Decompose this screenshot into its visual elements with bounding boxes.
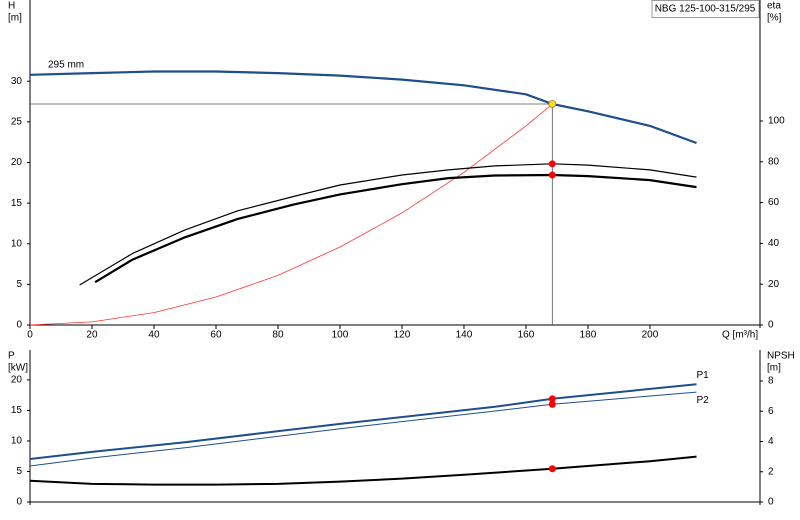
y2-tick-label: 0: [768, 497, 774, 508]
series-line: [29, 103, 553, 326]
x-tick-label: 120: [394, 330, 411, 341]
y2-tick-label: 80: [768, 156, 780, 167]
y2-tick-label: 100: [768, 116, 785, 127]
x-axis-label: Q [m³/h]: [722, 330, 758, 341]
x-tick-label: 60: [210, 330, 222, 341]
series-line: [29, 70, 697, 145]
y-axis-label: P: [8, 351, 15, 362]
x-tick-label: 20: [86, 330, 98, 341]
y2-tick-label: 40: [768, 238, 780, 249]
x-tick-label: 40: [148, 330, 160, 341]
y-tick-label: 5: [16, 466, 22, 477]
y-axis-unit: [m]: [8, 13, 22, 24]
y-tick-label: 10: [11, 436, 23, 447]
y-axis-unit: [kW]: [8, 363, 28, 374]
operating-point: [548, 395, 556, 403]
y2-tick-label: 60: [768, 197, 780, 208]
y2-axis-label: NPSH: [767, 351, 795, 362]
x-tick-label: 180: [580, 330, 597, 341]
series-label: P2: [696, 395, 709, 406]
title-box: [651, 0, 760, 18]
y-axis-label: H: [8, 1, 15, 12]
series-line: [29, 391, 697, 467]
chart-title: NBG 125-100-315/295: [655, 4, 756, 15]
series-line: [94, 173, 697, 284]
y-tick-label: 25: [11, 117, 23, 128]
y2-axis-unit: [%]: [767, 13, 782, 24]
y-tick-label: 0: [16, 497, 22, 508]
x-tick-label: 140: [456, 330, 473, 341]
y2-tick-label: 6: [768, 406, 774, 417]
y2-tick-label: 8: [768, 376, 774, 387]
x-tick-label: 0: [27, 330, 33, 341]
y2-tick-label: 20: [768, 279, 780, 290]
series-label: P1: [696, 370, 709, 381]
operating-point: [548, 465, 556, 473]
y-tick-label: 30: [11, 76, 23, 87]
y-tick-label: 0: [16, 320, 22, 331]
y2-axis-label: eta: [767, 1, 781, 12]
x-tick-label: 80: [272, 330, 284, 341]
y2-tick-label: 0: [768, 320, 774, 331]
x-tick-label: 160: [518, 330, 535, 341]
y-tick-label: 15: [11, 405, 23, 416]
y2-axis-unit: [m]: [767, 363, 781, 374]
operating-point: [548, 400, 556, 408]
series-line: [79, 163, 697, 286]
operating-point: [548, 160, 556, 168]
y-tick-label: 20: [11, 157, 23, 168]
series-line: [29, 383, 697, 460]
y2-tick-label: 2: [768, 466, 774, 477]
y2-tick-label: 4: [768, 436, 774, 447]
series-label: 295 mm: [48, 59, 84, 70]
y-tick-label: 5: [16, 279, 22, 290]
y-tick-label: 15: [11, 198, 23, 209]
y-tick-label: 10: [11, 238, 23, 249]
operating-point: [548, 100, 557, 108]
y-tick-label: 20: [11, 375, 23, 386]
x-tick-label: 200: [642, 330, 659, 341]
x-tick-label: 100: [332, 330, 349, 341]
series-line: [29, 455, 697, 486]
operating-point: [548, 171, 556, 179]
